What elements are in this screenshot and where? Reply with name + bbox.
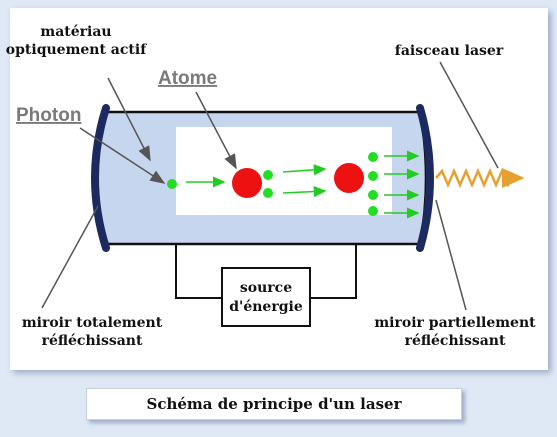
beam-pointer xyxy=(439,61,499,169)
photon-label: Photon xyxy=(16,105,81,126)
photon xyxy=(368,152,378,162)
active-material-label-line1: matériau xyxy=(40,24,111,40)
partial-mirror-label-line1: miroir partiellement xyxy=(374,315,536,331)
source-wires xyxy=(175,244,357,299)
partial-mirror-label-line2: réfléchissant xyxy=(405,333,506,349)
diagram-caption: Schéma de principe d'un laser xyxy=(86,388,462,420)
photon xyxy=(368,206,378,216)
energy-source-label-line2: d'énergie xyxy=(229,299,303,315)
photon xyxy=(368,171,378,181)
atom-pointer xyxy=(195,91,237,170)
photon-pointer xyxy=(79,127,166,184)
photon xyxy=(263,170,273,180)
energy-source-label-line1: source xyxy=(240,280,292,296)
partial-mirror xyxy=(416,104,434,252)
incoming-photon xyxy=(167,179,177,189)
active-material-label-line2: optiquement actif xyxy=(6,42,147,58)
laser-beam-label: faisceau laser xyxy=(395,43,504,59)
energy-source-box xyxy=(221,267,311,327)
material-pointer xyxy=(107,77,151,162)
atom-2 xyxy=(334,163,364,193)
partial-mirror-pointer xyxy=(435,199,467,311)
laser-beam xyxy=(435,167,525,189)
atom-label: Atome xyxy=(158,68,217,89)
photon-arrows xyxy=(186,150,420,219)
photon xyxy=(263,188,273,198)
total-mirror-label-line1: miroir totalement xyxy=(22,315,163,331)
total-mirror-pointer xyxy=(41,205,99,309)
total-mirror-label-line2: réfléchissant xyxy=(42,333,143,349)
atom-1 xyxy=(232,168,262,198)
total-mirror xyxy=(91,104,110,252)
photon xyxy=(368,190,378,200)
